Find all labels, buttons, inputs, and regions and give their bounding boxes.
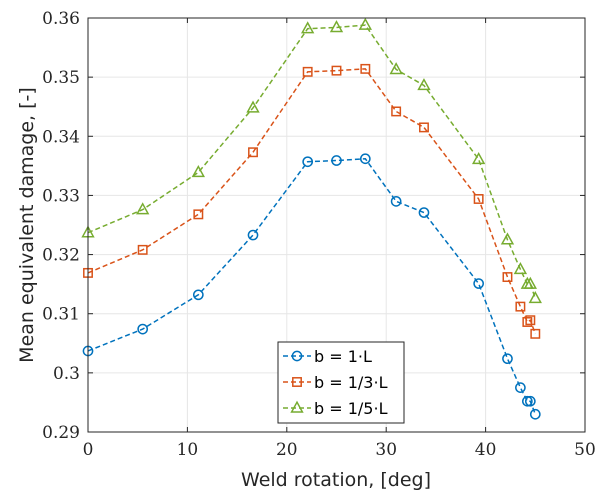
- data-point: [359, 153, 371, 165]
- data-point: [247, 229, 259, 241]
- y-tick-label: 0.34: [42, 127, 80, 147]
- data-point: [419, 122, 429, 133]
- data-point: [329, 20, 344, 33]
- data-point: [473, 194, 484, 204]
- data-point: [528, 290, 542, 304]
- legend-label: b = 1/5·L: [314, 399, 388, 418]
- data-point: [136, 202, 150, 215]
- data-point: [246, 100, 260, 113]
- legend: b = 1·L b = 1/3·L b = 1/5·L: [277, 341, 405, 424]
- data-point: [523, 276, 537, 289]
- series-line: [87, 24, 537, 299]
- data-point: [390, 195, 402, 207]
- y-axis-ticks: 0.29 0.3 0.31 0.32 0.33 0.34 0.35 0.36: [42, 9, 585, 443]
- data-point: [513, 262, 528, 275]
- series-3: [81, 17, 542, 304]
- plot-frame: [87, 17, 586, 433]
- data-point: [418, 207, 430, 218]
- legend-marker: [292, 377, 302, 387]
- legend-label: b = 1/3·L: [314, 373, 388, 392]
- x-tick-label: 30: [375, 440, 397, 460]
- data-point: [193, 209, 204, 220]
- data-point: [301, 21, 315, 34]
- data-point: [521, 395, 533, 407]
- series-line: [87, 68, 537, 335]
- legend-marker: [290, 400, 304, 413]
- y-tick-label: 0.3: [53, 364, 80, 384]
- data-point: [500, 232, 515, 245]
- data-point: [302, 156, 314, 168]
- y-tick-label: 0.36: [42, 9, 80, 29]
- data-point: [389, 62, 403, 75]
- x-axis-ticks: 0 10 20 30 40 50: [83, 18, 596, 460]
- data-point: [471, 151, 486, 165]
- x-tick-label: 40: [475, 440, 497, 460]
- data-point: [525, 315, 536, 326]
- series-1: [82, 153, 541, 420]
- x-tick-label: 50: [574, 440, 596, 460]
- data-point: [473, 278, 484, 289]
- data-point: [530, 328, 541, 339]
- y-tick-label: 0.35: [42, 68, 80, 88]
- data-point: [331, 65, 342, 76]
- data-point: [360, 63, 371, 74]
- x-tick-label: 0: [83, 440, 94, 460]
- x-tick-label: 10: [177, 440, 199, 460]
- data-point: [191, 165, 206, 178]
- y-tick-label: 0.32: [42, 246, 80, 266]
- legend-marker: [291, 350, 303, 362]
- data-point: [515, 301, 526, 312]
- y-tick-label: 0.33: [42, 186, 80, 206]
- y-tick-label: 0.31: [42, 305, 80, 325]
- data-point: [502, 353, 513, 365]
- data-point: [522, 317, 533, 327]
- y-tick-label: 0.29: [42, 423, 80, 443]
- data-point: [391, 106, 402, 117]
- data-point: [192, 289, 204, 301]
- x-axis-label: Weld rotation, [deg]: [241, 469, 431, 491]
- data-point: [302, 66, 313, 77]
- data-point: [529, 408, 541, 420]
- data-point: [524, 395, 536, 407]
- data-point: [502, 272, 513, 282]
- legend-label: b = 1·L: [314, 347, 372, 366]
- data-point: [137, 323, 149, 335]
- data-point: [358, 17, 372, 30]
- data-point: [331, 155, 342, 166]
- data-point: [417, 78, 431, 91]
- data-point: [515, 382, 526, 393]
- y-axis-label: Mean equivalent damage, [-]: [16, 87, 38, 363]
- data-point: [248, 147, 258, 158]
- data-point: [137, 244, 148, 255]
- x-tick-label: 20: [276, 440, 298, 460]
